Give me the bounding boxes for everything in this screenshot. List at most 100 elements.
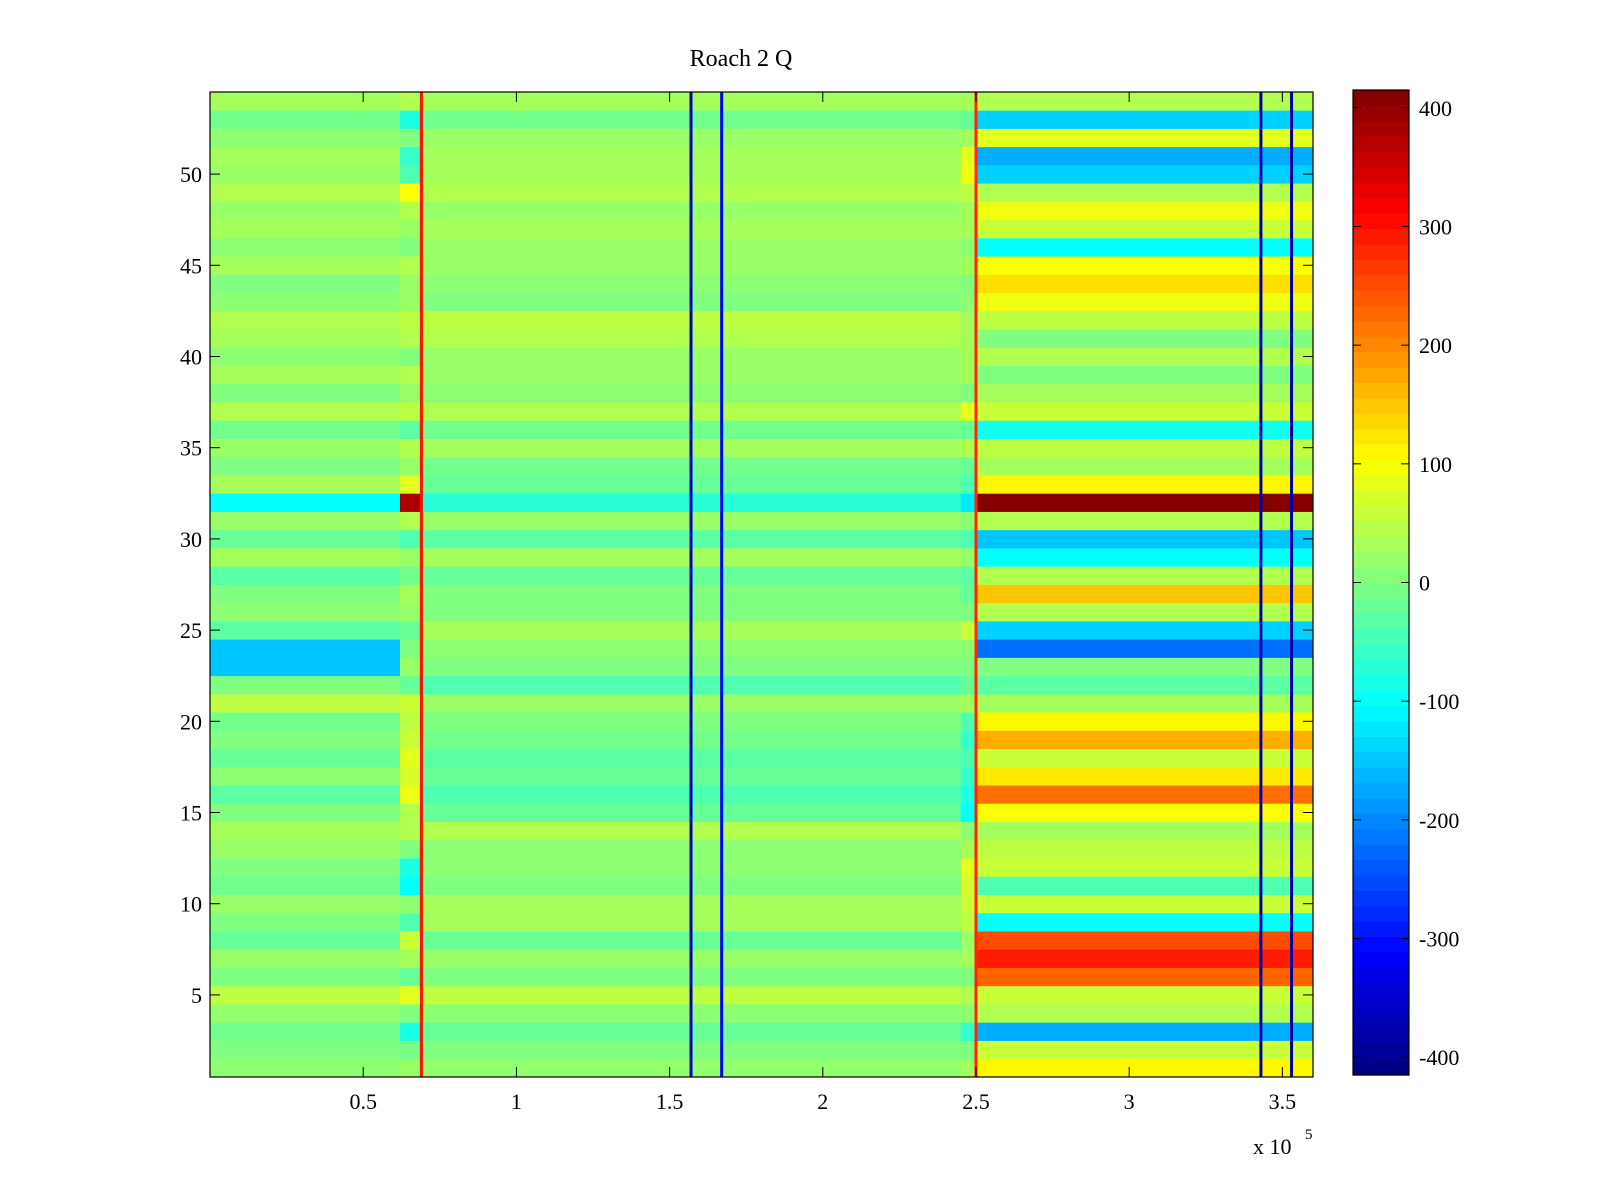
heatmap-cell-r25-s3 <box>960 620 977 640</box>
heatmap-cell-r8-s0 <box>210 931 401 950</box>
colorbar-band-53 <box>1353 243 1409 260</box>
heatmap-cell-r8-s4 <box>975 931 1314 950</box>
heatmap-cell-r5-s1 <box>399 985 422 1005</box>
heatmap-cell-r48-s0 <box>210 201 401 221</box>
heatmap-cell-r5-s0 <box>210 985 401 1005</box>
heatmap-cell-r40-s3 <box>960 347 977 367</box>
heatmap-cell-r49-s1 <box>399 183 422 202</box>
heatmap-cell-r45-s0 <box>210 256 401 275</box>
heatmap-cell-r8-s1 <box>399 931 422 950</box>
x-tick-label-1: 1 <box>511 1089 522 1114</box>
colorbar-band-18 <box>1353 782 1409 799</box>
x-tick-label-5: 3 <box>1124 1089 1135 1114</box>
heatmap-cell-r3-s0 <box>210 1022 401 1041</box>
heatmap-cell-r31-s4 <box>975 511 1314 531</box>
heatmap-cell-r37-s4 <box>975 402 1314 421</box>
heatmap-cell-r49-s0 <box>210 183 401 202</box>
colorbar-tick-label-4: 0 <box>1419 571 1430 596</box>
heatmap-cell-r17-s0 <box>210 766 401 786</box>
heatmap-cell-r44-s0 <box>210 274 401 294</box>
heatmap-cell-r11-s0 <box>210 876 401 895</box>
heatmap-cell-r14-s1 <box>399 821 422 841</box>
colorbar-band-61 <box>1353 120 1409 137</box>
heatmap-cell-r38-s4 <box>975 383 1314 403</box>
colorbar-band-0 <box>1353 1059 1409 1076</box>
heatmap-cell-r34-s1 <box>399 456 422 476</box>
colorbar-band-48 <box>1353 320 1409 337</box>
heatmap-cell-r6-s1 <box>399 967 422 987</box>
heatmap-cell-r26-s1 <box>399 602 422 622</box>
colorbar-band-30 <box>1353 597 1409 614</box>
colorbar-band-20 <box>1353 751 1409 768</box>
colorbar-band-47 <box>1353 336 1409 353</box>
colorbar-band-42 <box>1353 413 1409 430</box>
heatmap-cell-r38-s3 <box>960 383 977 403</box>
heatmap-cell-r8-s3 <box>960 931 977 950</box>
heatmap-cell-r35-s4 <box>975 438 1314 458</box>
x-multiplier-label: x 10 <box>1253 1134 1292 1159</box>
x-tick-label-4: 2.5 <box>962 1089 990 1114</box>
heatmap-cell-r7-s3 <box>960 949 977 968</box>
y-axis: 5 10 15 20 25 30 35 40 45 50 <box>180 162 1313 1008</box>
heatmap-cell-r12-s1 <box>399 858 422 877</box>
heatmap-cell-r24-s3 <box>960 639 977 658</box>
colorbar-band-6 <box>1353 967 1409 984</box>
heatmap-cell-r1-s1 <box>399 1058 422 1078</box>
heatmap-cell-r13-s3 <box>960 839 977 859</box>
heatmap-cell-r18-s4 <box>975 748 1314 768</box>
vertical-streak-3 <box>720 92 724 1077</box>
colorbar-band-52 <box>1353 259 1409 276</box>
y-tick-label-5: 30 <box>180 527 202 552</box>
heatmap-cell-r19-s4 <box>975 730 1314 750</box>
heatmap-cell-r52-s4 <box>975 128 1314 148</box>
heatmap-cell-r7-s0 <box>210 949 401 968</box>
heatmap-cell-r16-s1 <box>399 785 422 804</box>
colorbar-band-34 <box>1353 536 1409 553</box>
heatmap-cell-r44-s3 <box>960 274 977 294</box>
heatmap-cell-r7-s1 <box>399 949 422 968</box>
heatmap-cell-r51-s1 <box>399 146 422 166</box>
colorbar-band-49 <box>1353 305 1409 322</box>
heatmap-cell-r44-s1 <box>399 274 422 294</box>
colorbar-band-35 <box>1353 520 1409 537</box>
colorbar-band-21 <box>1353 736 1409 753</box>
heatmap-cell-r18-s1 <box>399 748 422 768</box>
heatmap-cell-r24-s1 <box>399 639 422 658</box>
colorbar-band-16 <box>1353 813 1409 830</box>
heatmap-cell-r36-s4 <box>975 420 1314 439</box>
heatmap-cell-r13-s1 <box>399 839 422 859</box>
heatmap-cell-r35-s3 <box>960 438 977 458</box>
colorbar-band-11 <box>1353 890 1409 907</box>
heatmap-cell-r15-s3 <box>960 803 977 823</box>
heatmap-cell-r29-s4 <box>975 548 1314 567</box>
heatmap-cell-r1-s0 <box>210 1058 401 1078</box>
heatmap-cell-r34-s0 <box>210 456 401 476</box>
heatmap-cell-r3-s3 <box>960 1022 977 1041</box>
heatmap-cell-r34-s4 <box>975 456 1314 476</box>
heatmap-cell-r40-s4 <box>975 347 1314 367</box>
heatmap-cell-r21-s0 <box>210 693 401 713</box>
colorbar-tick-label-3: -100 <box>1419 689 1459 714</box>
colorbar-band-50 <box>1353 290 1409 307</box>
x-multiplier-exponent: 5 <box>1305 1127 1313 1143</box>
heatmap-cell-r41-s3 <box>960 329 977 348</box>
heatmap-cell-r18-s3 <box>960 748 977 768</box>
heatmap-cell-r23-s0 <box>210 657 401 677</box>
heatmap-cell-r35-s1 <box>399 438 422 458</box>
heatmap-cell-r54-s3 <box>960 92 977 111</box>
heatmap-cell-r37-s0 <box>210 402 401 421</box>
colorbar-band-33 <box>1353 551 1409 568</box>
vertical-streak-5 <box>1290 92 1294 1077</box>
heatmap-cell-r17-s4 <box>975 766 1314 786</box>
heatmap-cell-r50-s0 <box>210 164 401 184</box>
heatmap-cell-r46-s3 <box>960 237 977 257</box>
colorbar-band-38 <box>1353 474 1409 491</box>
heatmap-cell-r28-s0 <box>210 566 401 585</box>
heatmap-cell-r52-s0 <box>210 128 401 148</box>
heatmap-cell-r3-s1 <box>399 1022 422 1041</box>
x-tick-label-6: 3.5 <box>1269 1089 1297 1114</box>
colorbar-band-44 <box>1353 382 1409 399</box>
heatmap-cell-r46-s4 <box>975 237 1314 257</box>
heatmap-cell-r43-s1 <box>399 292 422 312</box>
heatmap-cell-r4-s3 <box>960 1004 977 1023</box>
